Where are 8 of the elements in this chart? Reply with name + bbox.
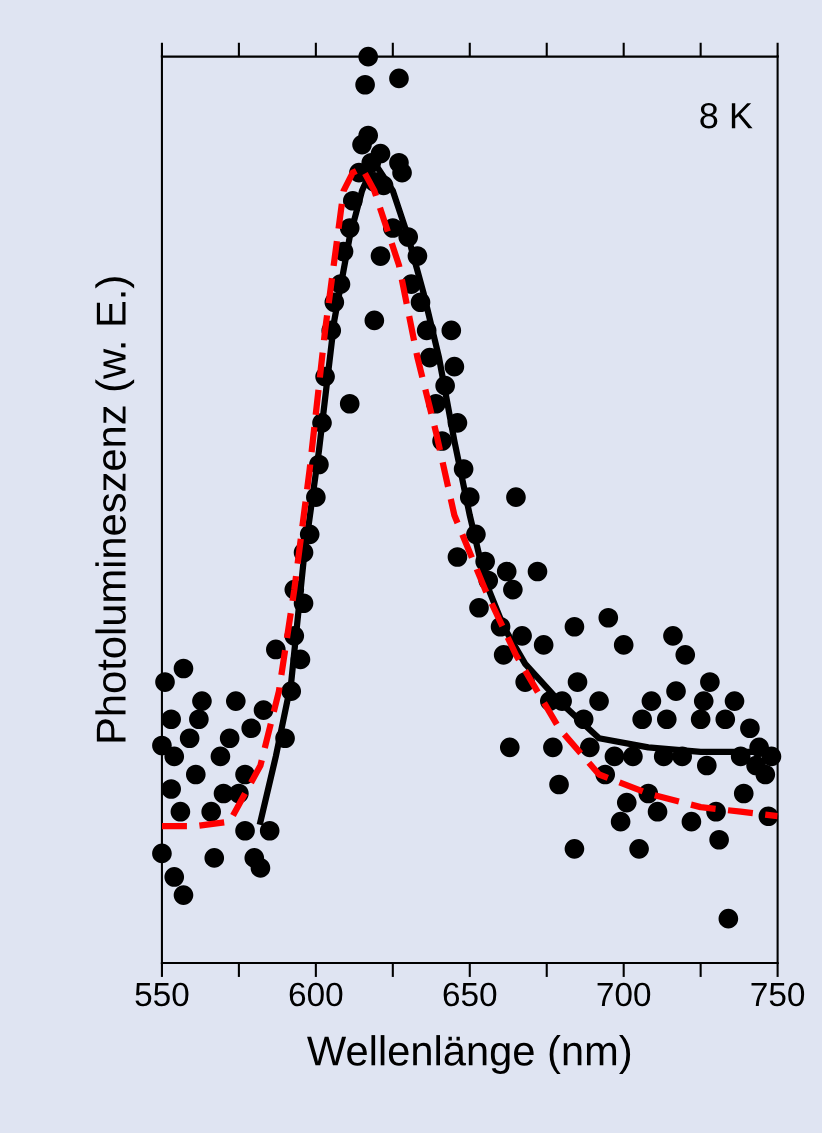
x-tick-label: 750 xyxy=(751,982,805,1007)
x-tick-label: 700 xyxy=(597,982,651,1007)
x-tick-label: 650 xyxy=(443,982,497,1007)
y-axis-title: Photolumineszenz (w. E.) xyxy=(95,277,135,742)
x-axis-title: Wellenlänge (nm) xyxy=(307,1035,631,1074)
annotation: 8 K xyxy=(700,102,753,129)
x-tick-label: 600 xyxy=(289,982,343,1007)
x-tick-label: 550 xyxy=(135,982,189,1007)
